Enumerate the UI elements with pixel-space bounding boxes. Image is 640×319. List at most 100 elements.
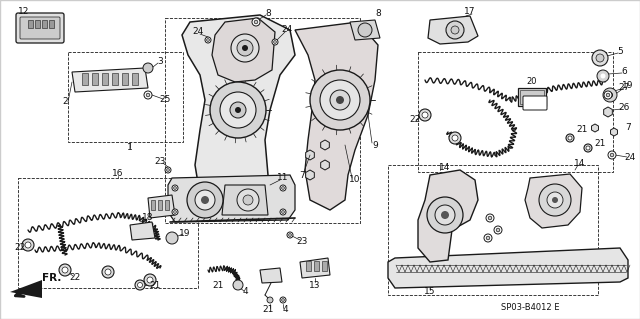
Text: 10: 10	[349, 175, 361, 184]
Circle shape	[586, 146, 590, 150]
Circle shape	[539, 184, 571, 216]
Circle shape	[195, 190, 215, 210]
Circle shape	[233, 280, 243, 290]
Circle shape	[486, 236, 490, 240]
Circle shape	[596, 54, 604, 62]
Circle shape	[427, 197, 463, 233]
Bar	[418, 52, 613, 172]
Text: 24: 24	[193, 27, 204, 36]
Text: 24: 24	[282, 26, 292, 34]
Text: 21: 21	[149, 280, 161, 290]
Bar	[18, 178, 198, 288]
Circle shape	[210, 82, 266, 138]
Circle shape	[310, 70, 370, 130]
Circle shape	[610, 153, 614, 157]
PathPatch shape	[388, 248, 628, 288]
FancyBboxPatch shape	[16, 13, 64, 43]
Text: 18: 18	[142, 213, 154, 222]
Circle shape	[25, 242, 31, 248]
Circle shape	[606, 93, 610, 97]
Text: 21: 21	[576, 125, 588, 135]
Bar	[112, 73, 118, 85]
Circle shape	[282, 211, 284, 213]
Circle shape	[486, 214, 494, 222]
Circle shape	[143, 63, 153, 73]
PathPatch shape	[428, 16, 478, 44]
Polygon shape	[10, 280, 42, 298]
Circle shape	[603, 88, 617, 102]
Circle shape	[435, 205, 455, 225]
PathPatch shape	[306, 170, 314, 180]
Circle shape	[592, 50, 608, 66]
Text: 25: 25	[159, 95, 171, 105]
Circle shape	[282, 187, 284, 189]
Circle shape	[242, 45, 248, 51]
Circle shape	[231, 34, 259, 62]
PathPatch shape	[222, 185, 268, 215]
Text: 16: 16	[112, 169, 124, 179]
PathPatch shape	[591, 124, 598, 132]
PathPatch shape	[148, 195, 175, 218]
Circle shape	[22, 239, 34, 251]
Circle shape	[59, 264, 71, 276]
Circle shape	[552, 197, 558, 203]
Bar	[158, 200, 162, 210]
Circle shape	[173, 187, 177, 189]
PathPatch shape	[525, 174, 582, 228]
Bar	[165, 18, 360, 223]
Text: 14: 14	[574, 159, 586, 167]
Text: 12: 12	[19, 8, 29, 17]
Circle shape	[205, 37, 211, 43]
Circle shape	[451, 26, 459, 34]
Text: 19: 19	[622, 80, 634, 90]
Bar	[35, 20, 40, 28]
Circle shape	[62, 267, 68, 273]
Circle shape	[608, 151, 616, 159]
Circle shape	[494, 226, 502, 234]
Circle shape	[597, 70, 609, 82]
Circle shape	[484, 234, 492, 242]
Text: 8: 8	[375, 10, 381, 19]
PathPatch shape	[604, 107, 612, 117]
PathPatch shape	[306, 150, 314, 160]
Circle shape	[235, 107, 241, 113]
Bar	[28, 20, 33, 28]
FancyBboxPatch shape	[523, 96, 547, 110]
Circle shape	[282, 299, 284, 301]
Circle shape	[166, 169, 170, 171]
Text: 20: 20	[527, 78, 537, 86]
Bar	[42, 20, 47, 28]
Circle shape	[358, 23, 372, 37]
Circle shape	[220, 92, 256, 128]
Circle shape	[173, 211, 177, 213]
Text: 1: 1	[127, 144, 133, 152]
Circle shape	[496, 228, 500, 232]
Circle shape	[604, 91, 612, 99]
Circle shape	[452, 135, 458, 141]
Text: 6: 6	[621, 68, 627, 77]
PathPatch shape	[295, 22, 378, 210]
Circle shape	[287, 232, 293, 238]
Text: 21: 21	[262, 306, 274, 315]
PathPatch shape	[321, 140, 330, 150]
PathPatch shape	[321, 160, 330, 170]
Circle shape	[230, 102, 246, 118]
Circle shape	[320, 80, 360, 120]
Bar	[388, 165, 598, 295]
Text: 14: 14	[439, 164, 451, 173]
PathPatch shape	[182, 15, 295, 215]
Bar	[132, 73, 138, 85]
PathPatch shape	[72, 68, 148, 92]
Bar	[151, 200, 155, 210]
Bar	[518, 88, 546, 106]
Bar	[102, 73, 108, 85]
PathPatch shape	[212, 18, 275, 82]
Circle shape	[330, 90, 350, 110]
Text: 11: 11	[277, 174, 289, 182]
Text: 21: 21	[212, 280, 224, 290]
PathPatch shape	[130, 222, 155, 240]
Text: 3: 3	[157, 57, 163, 66]
Bar	[122, 73, 128, 85]
Text: 22: 22	[410, 115, 420, 124]
PathPatch shape	[611, 128, 618, 136]
